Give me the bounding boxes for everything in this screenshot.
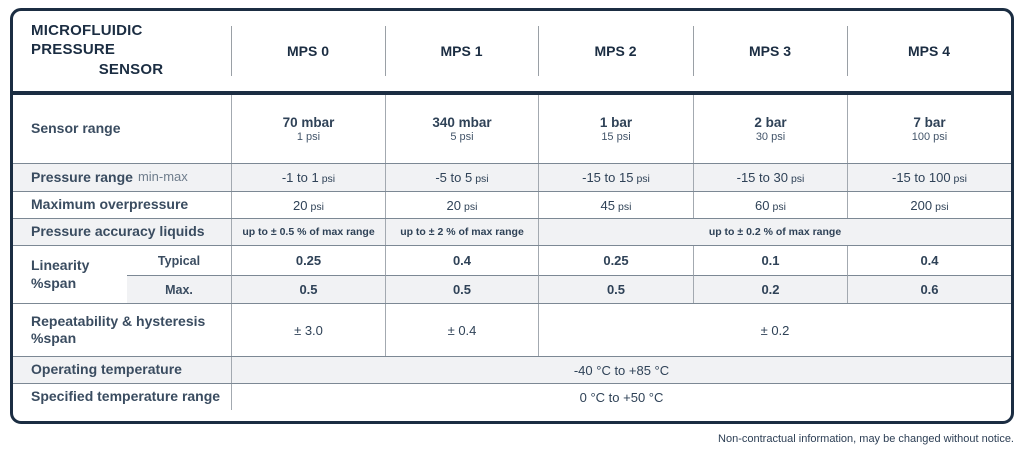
column-header-mps1: MPS 1	[385, 11, 538, 91]
footer-note: Non-contractual information, may be chan…	[718, 433, 1014, 445]
row-label: Specified temperature range	[31, 388, 221, 405]
cell-sensor-mps3: 2 bar 30 psi	[693, 95, 847, 163]
cell-lin-typ-mps4: 0.4	[847, 246, 1011, 275]
cell-sub: 100 psi	[911, 131, 948, 144]
cell-prange-mps4: -15 to 100 psi	[847, 164, 1011, 191]
row-label: Maximum overpressure	[31, 196, 189, 213]
cell-overp-mps3: 60 psi	[693, 192, 847, 218]
cell-lin-max-mps4: 0.6	[847, 275, 1011, 303]
cell-main: 7 bar	[913, 114, 946, 130]
row-sensor-range: Sensor range 70 mbar 1 psi 340 mbar 5 ps…	[13, 95, 1011, 163]
cell-repeat-mps0: ± 3.0	[231, 304, 385, 356]
title-line1: Microfluidic pressure	[31, 21, 143, 58]
cell-sub: 30 psi	[755, 131, 786, 144]
row-label: Repeatability & hysteresis %span	[13, 304, 231, 356]
sublabel-max: Max.	[127, 275, 231, 303]
cell-repeat-mps1: ± 0.4	[385, 304, 538, 356]
cell-operating-temp: -40 °C to +85 °C	[231, 357, 1011, 383]
cell-main: 70 mbar	[282, 114, 335, 130]
cell-sensor-mps2: 1 bar 15 psi	[538, 95, 693, 163]
cell-sensor-mps4: 7 bar 100 psi	[847, 95, 1011, 163]
cell-specified-temp: 0 °C to +50 °C	[231, 384, 1011, 410]
row-label: Sensor range	[31, 120, 121, 137]
sublabel-typical: Typical	[157, 253, 201, 268]
row-specified-temperature: Specified temperature range 0 °C to +50 …	[13, 383, 1011, 410]
cell-lin-typ-mps0: 0.25	[231, 246, 385, 275]
row-pressure-accuracy: Pressure accuracy liquids up to ± 0.5 % …	[13, 218, 1011, 245]
cell-sensor-mps1: 340 mbar 5 psi	[385, 95, 538, 163]
column-header-mps0: MPS 0	[231, 11, 385, 91]
row-label: Pressure range min-max	[13, 164, 231, 191]
cell-prange-mps2: -15 to 15 psi	[538, 164, 693, 191]
row-repeatability: Repeatability & hysteresis %span ± 3.0 ±…	[13, 303, 1011, 356]
row-label: Linearity %span	[13, 246, 127, 303]
cell-overp-mps0: 20 psi	[231, 192, 385, 218]
cell-lin-max-mps3: 0.2	[693, 275, 847, 303]
row-maximum-overpressure: Maximum overpressure 20 psi 20 psi 45 psi 6…	[13, 191, 1011, 218]
cell-accuracy-mps1: up to ± 2 % of max range	[385, 219, 538, 245]
table-title: Microfluidic pressure sensor	[13, 11, 231, 91]
cell-sensor-mps0: 70 mbar 1 psi	[231, 95, 385, 163]
cell-main: 2 bar	[754, 114, 787, 130]
cell-main: 1 bar	[599, 114, 633, 130]
table-body: Sensor range 70 mbar 1 psi 340 mbar 5 ps…	[13, 95, 1011, 421]
cell-accuracy-mps0: up to ± 0.5 % of max range	[231, 219, 385, 245]
cell-prange-mps3: -15 to 30 psi	[693, 164, 847, 191]
spec-table: Microfluidic pressure sensor MPS 0 MPS 1…	[10, 8, 1014, 424]
title-line2: sensor	[98, 61, 164, 79]
row-label: Operating temperature	[31, 361, 182, 378]
label-note: min-max	[137, 169, 188, 185]
row-label: Pressure accuracy liquids	[31, 223, 205, 240]
cell-repeat-mps2-4: ± 0.2	[538, 304, 1011, 356]
cell-lin-max-mps1: 0.5	[385, 275, 538, 303]
cell-overp-mps1: 20 psi	[385, 192, 538, 218]
table-header-row: Microfluidic pressure sensor MPS 0 MPS 1…	[13, 11, 1011, 95]
cell-lin-max-mps2: 0.5	[538, 275, 693, 303]
cell-prange-mps1: -5 to 5 psi	[385, 164, 538, 191]
label-line2: %span	[31, 274, 77, 291]
column-header-mps2: MPS 2	[538, 11, 693, 91]
cell-lin-typ-mps1: 0.4	[385, 246, 538, 275]
cell-overp-mps4: 200 psi	[847, 192, 1011, 218]
cell-prange-mps0: -1 to 1 psi	[231, 164, 385, 191]
row-linearity: Linearity %span Typical 0.25 0.4 0.25 0.…	[13, 245, 1011, 303]
cell-overp-mps2: 45 psi	[538, 192, 693, 218]
row-operating-temperature: Operating temperature -40 °C to +85 °C	[13, 356, 1011, 383]
label-line1: Repeatability & hysteresis	[31, 312, 206, 329]
cell-sub: 5 psi	[450, 131, 474, 144]
cell-lin-typ-mps2: 0.25	[538, 246, 693, 275]
cell-lin-max-mps0: 0.5	[231, 275, 385, 303]
cell-accuracy-mps2-4: up to ± 0.2 % of max range	[538, 219, 1011, 245]
cell-sub: 15 psi	[601, 131, 631, 144]
label-text: Pressure range	[31, 168, 133, 185]
label-line1: Linearity	[31, 257, 90, 273]
cell-lin-typ-mps3: 0.1	[693, 246, 847, 275]
cell-main: 340 mbar	[432, 114, 492, 130]
row-pressure-range: Pressure range min-max -1 to 1 psi -5 to …	[13, 163, 1011, 191]
label-line2: %span	[31, 330, 77, 346]
cell-sub: 1 psi	[296, 131, 321, 144]
column-header-mps3: MPS 3	[693, 11, 847, 91]
column-header-mps4: MPS 4	[847, 11, 1011, 91]
